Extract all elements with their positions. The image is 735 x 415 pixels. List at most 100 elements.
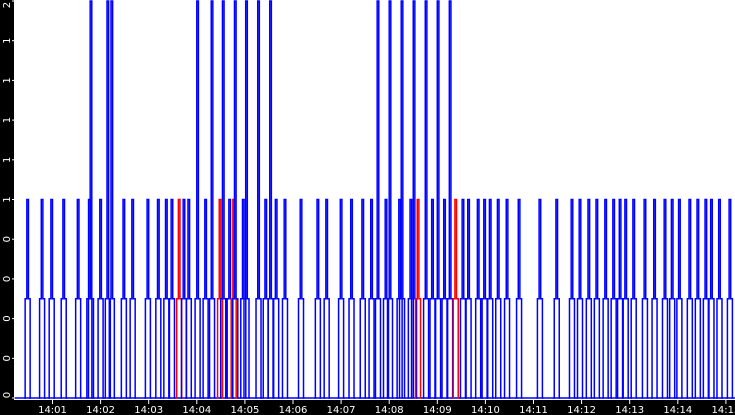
x-tick-label: 14:01 [38,405,67,415]
x-tick-label: 14:05 [230,405,259,415]
pulse [144,198,152,399]
pulse [194,0,202,399]
x-axis-band [0,400,735,415]
pulse [630,198,638,399]
pulse [297,198,305,399]
pulse [396,198,404,399]
pulse [602,198,610,399]
y-axis: 2 1 1 1 1 1 0 0 0 0 0 [2,0,15,399]
pulse [85,198,93,399]
pulse [348,198,356,399]
pulse [668,198,676,399]
pulse [231,0,239,399]
x-tick-label: 14:15 [711,405,735,415]
pulse [641,198,649,399]
x-tick-label: 14:12 [567,405,596,415]
x-tick-label: 14:10 [471,405,500,415]
pulse [24,198,32,399]
y-tick-label: 1 [2,38,13,44]
pulse [610,198,618,399]
x-tick-label: 14:14 [663,405,692,415]
x-tick-label: 14:08 [375,405,404,415]
pulse [707,198,715,399]
pulse [661,198,669,399]
y-tick-label: 1 [2,77,13,83]
y-tick-label: 0 [2,355,13,361]
highlighted-pulse [414,198,422,399]
y-axis-band [0,0,14,415]
x-tick-label: 14:13 [615,405,644,415]
pulse [465,198,473,399]
pulse [434,0,442,399]
pulse [486,198,494,399]
pulse [281,198,289,399]
pulse [74,198,82,399]
y-tick-label: 0 [2,315,13,321]
pulse [202,198,210,399]
pulse [694,198,702,399]
pulse [108,0,116,399]
pulse [382,198,390,399]
pulse [576,198,584,399]
pulse [585,198,593,399]
pulse [726,198,734,399]
signal-series [14,0,735,399]
pulse [120,198,128,399]
pulse [243,0,251,399]
pulse [593,198,601,399]
pulse [715,198,723,399]
pulse [87,0,95,399]
x-tick-label: 14:09 [423,405,452,415]
x-axis: 14:01 14:02 14:03 14:04 14:05 14:06 14:07 14:08… [38,400,735,415]
y-tick-label: 1 [2,196,13,202]
pulse [129,198,137,399]
x-tick-label: 14:07 [327,405,356,415]
pulse [536,198,544,399]
highlighted-pulse [230,198,238,399]
y-tick-label: 1 [2,157,13,163]
x-tick-label: 14:04 [182,405,211,415]
pulse [515,198,523,399]
pulse [185,198,193,399]
pulse [398,0,406,399]
pulse [374,0,382,399]
pulse [154,198,162,399]
pulse [474,198,482,399]
pulse [675,198,683,399]
x-tick-label: 14:02 [86,405,115,415]
pulse [208,0,216,399]
pulse [337,198,345,399]
pulse [272,198,280,399]
pulse [386,0,394,399]
pulse [568,198,576,399]
pulse [368,198,376,399]
pulse [407,198,415,399]
pulse [422,0,430,399]
pulse [48,198,56,399]
pulse [97,198,105,399]
y-tick-label: 1 [2,117,13,123]
highlighted-pulse [452,198,460,399]
x-tick-label: 14:06 [279,405,308,415]
pulse [503,198,511,399]
pulse [168,198,176,399]
pulse [651,198,659,399]
highlighted-pulse [216,198,224,399]
y-tick-label: 0 [2,236,13,242]
pulse [622,198,630,399]
pulse [219,0,227,399]
pulse [60,198,68,399]
pulse [494,198,502,399]
pulse [38,198,46,399]
pulse [239,198,247,399]
pulse [553,198,561,399]
pulse [255,0,263,399]
pulse [314,198,322,399]
y-tick-label: 0 [2,276,13,282]
pulse [410,0,418,399]
pulse [104,0,112,399]
y-tick-label: 0 [2,392,13,398]
pulse [686,198,694,399]
x-tick-label: 14:03 [134,405,163,415]
